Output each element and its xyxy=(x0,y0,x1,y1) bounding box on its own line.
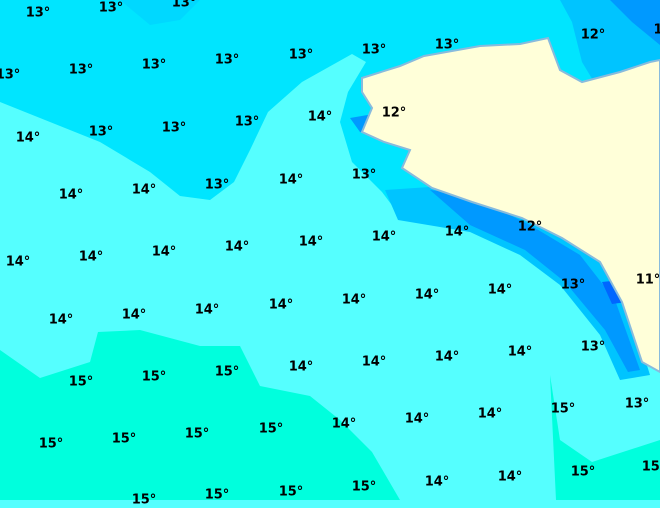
zone-15 xyxy=(550,375,660,500)
zone-12-dark xyxy=(430,190,640,372)
temperature-label: 15° xyxy=(184,426,210,442)
temperature-label: 13° xyxy=(234,114,260,130)
temperature-label: 15° xyxy=(68,374,94,390)
temperature-label: 14° xyxy=(507,344,533,360)
temperature-label: 14° xyxy=(151,244,177,260)
temperature-label: 13° xyxy=(361,42,387,58)
temperature-label: 13° xyxy=(580,339,606,355)
temperature-label: 14° xyxy=(288,359,314,375)
temperature-label: 15° xyxy=(131,492,157,508)
temperature-label: 14° xyxy=(371,229,397,245)
temperature-label: 14° xyxy=(298,234,324,250)
temperature-label: 15° xyxy=(111,431,137,447)
temperature-label: 14° xyxy=(331,416,357,432)
temperature-label: 13° xyxy=(560,277,586,293)
temperature-label: 14° xyxy=(121,307,147,323)
temperature-label: 13° xyxy=(0,67,21,83)
temperature-label: 13° xyxy=(88,124,114,140)
temperature-label: 15° xyxy=(258,421,284,437)
temperature-label: 14° xyxy=(5,254,31,270)
temperature-label: 13° xyxy=(141,57,167,73)
temperature-label: 13° xyxy=(171,0,197,11)
temperature-label: 13° xyxy=(68,62,94,78)
zone-12-dark xyxy=(610,0,660,45)
temperature-label: 12° xyxy=(381,105,407,121)
temperature-label: 15° xyxy=(214,364,240,380)
temperature-label: 14° xyxy=(477,406,503,422)
temperature-label: 15° xyxy=(641,459,660,475)
temperature-label: 13° xyxy=(288,47,314,63)
temperature-label: 15° xyxy=(550,401,576,417)
temperature-label: 14° xyxy=(487,282,513,298)
temperature-label: 14° xyxy=(194,302,220,318)
zone-13-dark xyxy=(120,0,200,25)
temperature-label: 13° xyxy=(161,120,187,136)
temperature-label: 1 xyxy=(653,22,660,38)
temperature-label: 14° xyxy=(78,249,104,265)
temperature-label: 13° xyxy=(434,37,460,53)
temperature-label: 13° xyxy=(624,396,650,412)
temperature-label: 14° xyxy=(434,349,460,365)
temperature-label: 13° xyxy=(25,5,51,21)
temperature-label: 14° xyxy=(131,182,157,198)
temperature-label: 15° xyxy=(278,484,304,500)
temperature-label: 11° xyxy=(635,272,660,288)
temperature-label: 14° xyxy=(268,297,294,313)
temperature-label: 15° xyxy=(38,436,64,452)
temperature-label: 14° xyxy=(361,354,387,370)
temperature-label: 13° xyxy=(214,52,240,68)
temperature-label: 13° xyxy=(351,167,377,183)
temperature-label: 13° xyxy=(204,177,230,193)
temperature-label: 14° xyxy=(278,172,304,188)
temperature-label: 14° xyxy=(414,287,440,303)
temperature-label: 12° xyxy=(580,27,606,43)
temperature-label: 14° xyxy=(497,469,523,485)
zone-15 xyxy=(0,330,400,500)
temperature-label: 15° xyxy=(141,369,167,385)
temperature-label: 14° xyxy=(341,292,367,308)
temperature-label: 13° xyxy=(98,0,124,16)
land-brittany xyxy=(360,36,660,374)
temperature-label: 12° xyxy=(517,219,543,235)
temperature-label: 14° xyxy=(307,109,333,125)
temperature-label: 14° xyxy=(58,187,84,203)
temperature-label: 15° xyxy=(204,487,230,503)
temperature-label: 14° xyxy=(224,239,250,255)
temperature-label: 14° xyxy=(48,312,74,328)
temperature-label: 14° xyxy=(15,130,41,146)
temperature-label: 14° xyxy=(424,474,450,490)
temperature-label: 15° xyxy=(351,479,377,495)
temperature-label: 14° xyxy=(404,411,430,427)
temperature-label: 15° xyxy=(570,464,596,480)
temperature-label: 14° xyxy=(444,224,470,240)
